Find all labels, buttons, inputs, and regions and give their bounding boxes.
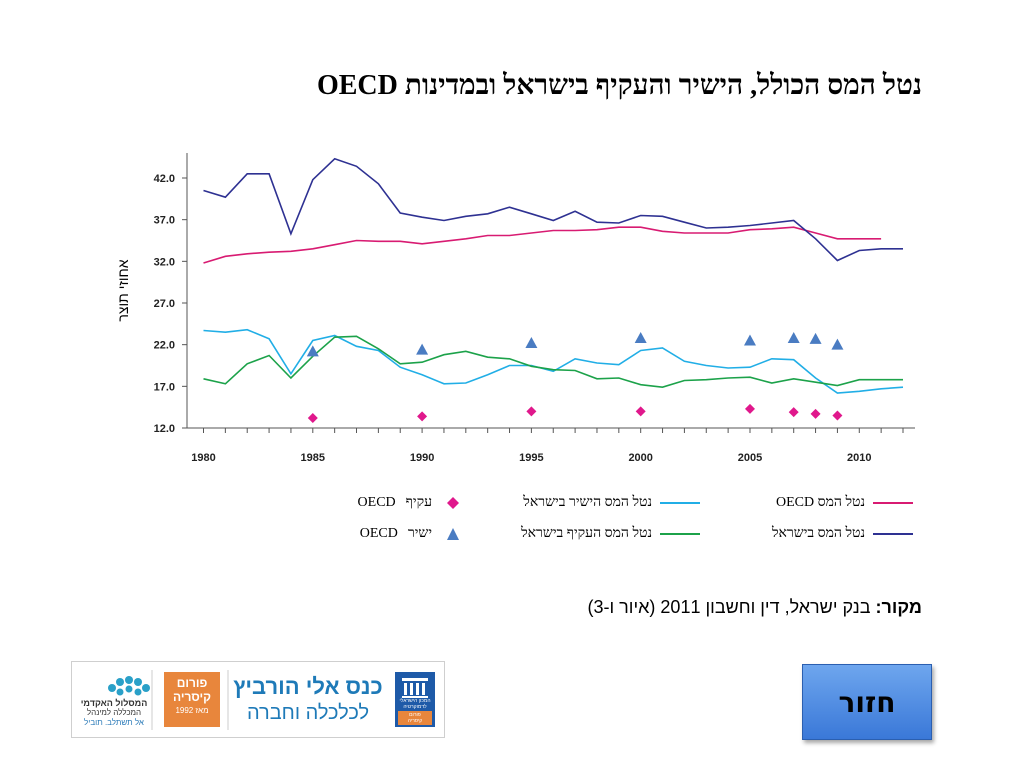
- oecd-direct-triangle-point: [525, 337, 538, 348]
- forum-line3: מאז 1992: [175, 706, 209, 715]
- conference-name: כנס אלי הורביץ לכלכלה וחברה: [232, 674, 384, 726]
- source-note: מקור: בנק ישראל, דין וחשבון 2011 (איור ו…: [0, 597, 922, 618]
- legend-swatch-israel-direct: [660, 502, 700, 504]
- x-tick-label: 2005: [738, 452, 762, 464]
- oecd-direct-triangle-point: [416, 343, 429, 355]
- source-text: בנק ישראל, דין וחשבון 2011 (איור ו-3): [587, 597, 876, 617]
- y-tick-label: 17.0: [154, 381, 175, 393]
- series-line-0: [203, 226, 882, 264]
- academic-track-logo: [108, 676, 150, 696]
- back-button[interactable]: חזור: [802, 664, 932, 740]
- x-tick-label: 1985: [301, 452, 325, 464]
- legend-item-israel-indirect: נטל המס העקיף בישראל: [490, 524, 700, 544]
- legend-label-oecd-direct-word: ישיר: [407, 526, 432, 541]
- legend-label-oecd-total: נטל המס OECD: [776, 495, 865, 510]
- y-tick-label: 22.0: [154, 340, 175, 352]
- oecd-indirect-diamond-point: [810, 408, 821, 419]
- oecd-indirect-diamond-point: [788, 407, 799, 418]
- x-tick-label: 2000: [628, 452, 652, 464]
- idi-text: המכון הישראלי לדמוקרטיה פורום קיסריה: [395, 698, 435, 724]
- source-label: מקור:: [875, 597, 922, 617]
- academic-track-text: המסלול האקדמי המכללה למינהל אל תשתלב. תו…: [76, 698, 152, 728]
- oecd-indirect-diamond-point: [526, 406, 537, 417]
- legend-swatch-israel-indirect: [660, 533, 700, 535]
- y-tick-label: 32.0: [154, 256, 175, 268]
- y-axis-label: אחוזי תוצר: [115, 259, 131, 321]
- legend-label-israel-total: נטל המס בישראל: [771, 526, 865, 541]
- y-tick-label: 12.0: [154, 423, 175, 435]
- slide-title: נטל המס הכולל, הישיר והעקיף בישראל ובמדי…: [316, 70, 922, 101]
- y-tick-label: 42.0: [154, 173, 175, 185]
- tax-burden-chart: 12.0 17.0 22.0 27.0 32.0 37.0 42.0 1980 1985 1990…: [115, 153, 915, 464]
- legend-swatch-israel-total: [873, 533, 913, 535]
- legend-label-oecd-indirect-word: עקיף: [405, 495, 432, 510]
- oecd-indirect-diamond-point: [635, 406, 646, 417]
- conference-line2: לכלכלה וחברה: [246, 702, 370, 724]
- legend-diamond-marker: [447, 497, 459, 509]
- series-line-2: [203, 328, 904, 394]
- oecd-indirect-diamond-point: [832, 410, 843, 421]
- oecd-direct-triangle-point: [809, 332, 822, 344]
- oecd-direct-triangle-point: [787, 332, 800, 343]
- legend-label-oecd-direct-suffix: OECD: [359, 526, 398, 541]
- caesarea-forum-text: פורום קיסריה מאז 1992: [164, 676, 220, 718]
- conference-line1: כנס אלי הורביץ: [233, 674, 383, 699]
- x-tick-label: 1990: [410, 452, 434, 464]
- forum-line1: פורום: [176, 676, 208, 690]
- legend-item-oecd-total: נטל המס OECD: [733, 493, 913, 513]
- oecd-direct-triangle-point: [831, 338, 844, 350]
- legend-swatch-oecd-total: [873, 502, 913, 504]
- legend-label-israel-direct: נטל המס הישיר בישראל: [523, 495, 652, 510]
- oecd-direct-triangle-point: [634, 332, 647, 343]
- legend-label-oecd-indirect-suffix: OECD: [357, 495, 396, 510]
- y-tick-label: 37.0: [154, 215, 175, 227]
- academic-track-line2: המכללה למינהל: [86, 708, 142, 717]
- oecd-direct-triangle-point: [743, 334, 756, 346]
- oecd-indirect-diamond-point: [417, 411, 428, 422]
- idi-line4: קיסריה: [407, 718, 423, 724]
- oecd-indirect-diamond-point: [744, 403, 755, 414]
- academic-track-line1: המסלול האקדמי: [80, 698, 148, 708]
- sponsor-banner: המסלול האקדמי המכללה למינהל אל תשתלב. תו…: [71, 661, 445, 738]
- idi-line2: לדמוקרטיה: [403, 704, 427, 710]
- legend-item-israel-direct: נטל המס הישיר בישראל: [490, 493, 700, 513]
- idi-line3: פורום: [409, 712, 421, 718]
- series-line-1: [203, 157, 903, 262]
- oecd-indirect-diamond-point: [307, 413, 318, 423]
- sponsor-banner-graphics: [108, 670, 435, 730]
- oecd-direct-triangle-point: [306, 345, 319, 357]
- caesarea-forum-logo: [164, 672, 220, 727]
- y-tick-label: 27.0: [154, 298, 175, 310]
- x-tick-label: 1995: [519, 452, 543, 464]
- legend-item-oecd-direct: ישיר OECD: [330, 524, 460, 544]
- idi-line1: המכון הישראלי: [399, 698, 431, 704]
- legend-item-israel-total: נטל המס בישראל: [733, 524, 913, 544]
- series-line-3: [203, 335, 903, 389]
- x-tick-label: 2010: [847, 452, 871, 464]
- legend-label-israel-indirect: נטל המס העקיף בישראל: [521, 526, 652, 541]
- legend-triangle-marker: [447, 528, 459, 540]
- academic-track-line3: אל תשתלב. תוביל: [84, 718, 144, 727]
- forum-line2: קיסריה: [172, 690, 211, 704]
- legend-item-oecd-indirect: עקיף OECD: [330, 493, 460, 513]
- x-tick-label: 1980: [191, 452, 215, 464]
